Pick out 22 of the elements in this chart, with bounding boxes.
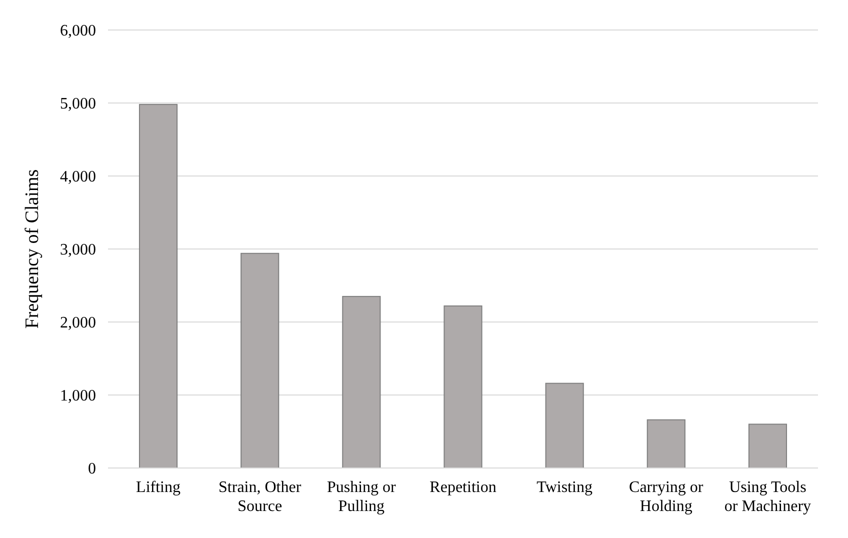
bar [748,424,788,468]
x-tick-label: Repetition [430,479,496,496]
y-tick-label: 4,000 [60,168,96,186]
x-tick-label: Carrying or Holding [629,479,704,515]
y-axis-title: Frequency of Claims [22,169,43,329]
x-tick-label: Using Tools or Machinery [724,479,812,515]
y-tick-label: 3,000 [60,242,96,259]
x-tick-label: Strain, Other Source [218,479,302,515]
bar [138,104,178,468]
x-tick-label: Twisting [536,479,592,496]
bar [646,419,686,468]
y-tick-label: 6,000 [60,22,96,40]
y-tick-label: 2,000 [60,314,96,332]
x-tick-label: Pushing or Pulling [326,479,397,515]
y-tick-label: 1,000 [60,388,96,405]
bar [342,296,381,468]
y-tick-label: 0 [88,460,96,478]
x-tick-label: Lifting [136,479,180,496]
y-tick-label: 5,000 [60,96,96,113]
bar [240,252,280,468]
bar [545,382,584,468]
bar [444,305,482,468]
